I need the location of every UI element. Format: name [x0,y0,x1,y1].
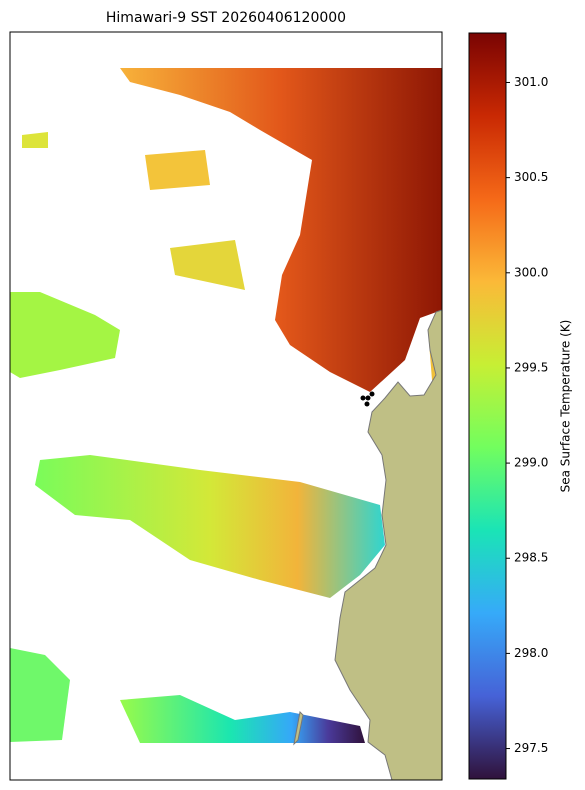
island [293,710,304,746]
colorbar-tick-label: 301.0 [514,75,548,89]
station [364,401,370,407]
colorbar-tick-label: 298.5 [514,551,548,565]
map-frame [9,31,443,781]
stations [360,391,375,407]
colorbar: 297.5 298.0 298.5 299.0 299.5 300.0 300.5 301.0 [468,32,548,780]
colorbar-gradient [468,32,507,780]
sst-patch [35,455,385,598]
sst-patch [170,240,245,290]
colorbar-tick-label: 300.5 [514,170,548,184]
colorbar-label: Sea Surface Temperature (K) [559,320,573,493]
station [365,395,371,401]
title: Himawari-9 SST 20260406120000 [106,10,346,26]
sst-warm [120,68,442,392]
colorbar-tick-label: 299.0 [514,456,548,470]
station [369,391,375,397]
sst-patch [10,292,120,378]
colorbar-tick-label: 297.5 [514,741,548,755]
map [10,68,442,780]
sst-patch [120,695,365,743]
sst-patch [10,648,70,742]
station [360,395,366,401]
land [334,309,442,780]
colorbar-tick-label: 299.5 [514,360,548,374]
sst-patch [145,150,210,190]
colorbar-tick-label: 300.0 [514,265,548,279]
sst-patch [22,132,48,148]
colorbar-tick-label: 298.0 [514,646,548,660]
